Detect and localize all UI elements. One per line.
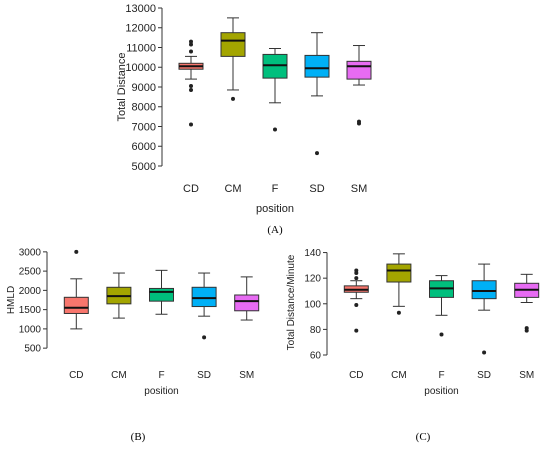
y-tick-label: 120 bbox=[304, 274, 321, 285]
outlier-point bbox=[354, 268, 359, 273]
panel-label: (A) bbox=[267, 224, 283, 236]
y-tick-label: 6000 bbox=[132, 141, 156, 153]
x-tick-label: CD bbox=[349, 370, 363, 381]
y-tick-label: 1000 bbox=[19, 324, 42, 335]
y-tick-label: 100 bbox=[304, 299, 321, 310]
y-tick-label: 60 bbox=[310, 351, 322, 362]
x-tick-label: SD bbox=[477, 370, 491, 381]
box-body bbox=[149, 287, 174, 302]
x-axis-title: position bbox=[256, 203, 294, 215]
box-body bbox=[386, 263, 412, 283]
box-body bbox=[63, 296, 89, 314]
x-tick-label: CD bbox=[183, 183, 199, 195]
box-f bbox=[429, 275, 454, 337]
outlier-point bbox=[189, 39, 193, 44]
x-tick-label: CD bbox=[69, 370, 83, 381]
outlier-point bbox=[315, 151, 319, 156]
chart-panel-b: 500 1000 1500 2000 2500 3000 HMLD CD CM F SD SM posi… bbox=[6, 247, 260, 443]
outlier-point bbox=[439, 332, 444, 337]
y-tick-label: 2500 bbox=[19, 267, 42, 278]
box-sd bbox=[304, 32, 330, 156]
x-tick-label: SD bbox=[197, 370, 211, 381]
outlier-point bbox=[189, 42, 193, 47]
outlier-point bbox=[357, 119, 361, 124]
x-tick-label: SD bbox=[309, 183, 324, 195]
box-body bbox=[234, 294, 260, 312]
y-tick-label: 8000 bbox=[132, 102, 156, 114]
panel-label: (B) bbox=[131, 431, 146, 443]
box-f bbox=[262, 47, 288, 132]
x-tick-label: CM bbox=[111, 370, 127, 381]
outlier-point bbox=[189, 49, 193, 54]
chart-panel-a: 5000 6000 7000 8000 9000 10000 11000 12000 13000… bbox=[116, 3, 372, 236]
y-tick-label: 500 bbox=[24, 344, 41, 355]
box-sm bbox=[346, 45, 372, 126]
y-tick-label: 140 bbox=[304, 248, 321, 259]
y-tick-label: 13000 bbox=[125, 3, 156, 15]
y-tick-label: 7000 bbox=[132, 121, 156, 133]
box-cd bbox=[178, 39, 204, 127]
y-tick-label: 80 bbox=[310, 325, 322, 336]
box-cm bbox=[386, 253, 412, 315]
y-axis-title: Total Distance bbox=[116, 52, 128, 121]
outlier-point bbox=[189, 84, 193, 89]
chart-panel-c: 60 80 100 120 140 Total Distance/Minute CD CM F S… bbox=[286, 248, 540, 443]
outlier-point bbox=[74, 249, 79, 254]
y-tick-label: 3000 bbox=[19, 247, 42, 258]
x-tick-label: F bbox=[158, 370, 164, 381]
box-cd bbox=[63, 249, 89, 330]
outlier-point bbox=[354, 328, 359, 333]
y-axis-title: HMLD bbox=[6, 286, 17, 314]
box-body bbox=[191, 286, 217, 308]
x-tick-label: CM bbox=[224, 183, 241, 195]
box-sd bbox=[471, 263, 497, 355]
box-sm bbox=[514, 273, 540, 333]
outlier-point bbox=[524, 326, 529, 331]
y-tick-label: 11000 bbox=[126, 42, 156, 54]
outlier-point bbox=[354, 276, 359, 281]
box-cm bbox=[220, 17, 246, 101]
box-cm bbox=[106, 272, 132, 319]
y-tick-label: 12000 bbox=[125, 23, 156, 35]
y-tick-label: 9000 bbox=[132, 82, 156, 94]
panel-label: (C) bbox=[416, 431, 431, 443]
x-axis-title: position bbox=[424, 386, 458, 397]
y-axis-title: Total Distance/Minute bbox=[286, 254, 297, 350]
outlier-point bbox=[273, 127, 277, 132]
x-tick-label: SM bbox=[239, 370, 254, 381]
y-tick-label: 5000 bbox=[132, 161, 156, 173]
x-axis-title: position bbox=[144, 386, 178, 397]
box-sm bbox=[234, 276, 260, 321]
outlier-point bbox=[189, 122, 193, 127]
box-body bbox=[346, 60, 372, 80]
box-cd bbox=[343, 268, 369, 333]
x-tick-label: SM bbox=[519, 370, 534, 381]
outlier-point bbox=[354, 303, 359, 308]
y-tick-label: 10000 bbox=[125, 62, 156, 74]
x-tick-label: SM bbox=[351, 183, 368, 195]
outlier-point bbox=[396, 310, 401, 315]
outlier-point bbox=[231, 96, 235, 101]
outlier-point bbox=[189, 87, 193, 92]
y-tick-label: 1500 bbox=[19, 305, 42, 316]
x-tick-label: F bbox=[438, 370, 444, 381]
box-body bbox=[304, 54, 330, 78]
box-body bbox=[220, 32, 246, 57]
box-body bbox=[471, 280, 497, 300]
box-f bbox=[149, 269, 174, 315]
y-tick-label: 2000 bbox=[19, 286, 42, 297]
box-sd bbox=[191, 272, 217, 340]
x-tick-label: F bbox=[272, 183, 279, 195]
outlier-point bbox=[202, 335, 207, 340]
outlier-point bbox=[482, 350, 487, 355]
x-tick-label: CM bbox=[391, 370, 407, 381]
